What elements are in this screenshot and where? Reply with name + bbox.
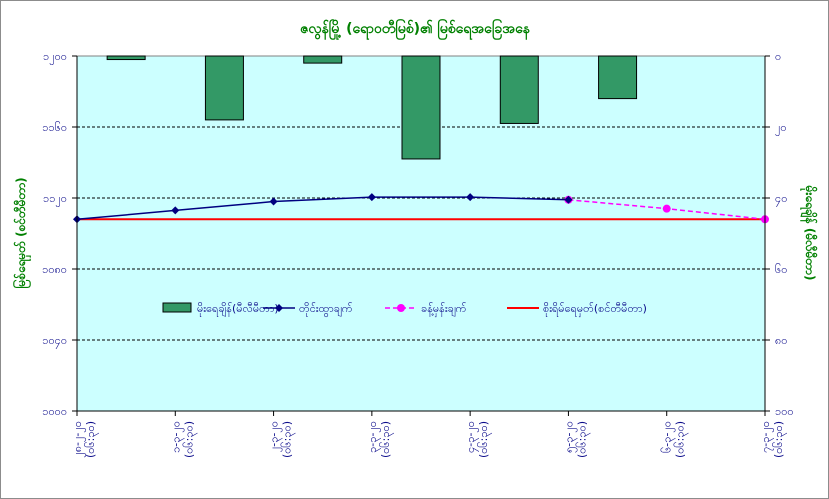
observed-point (466, 193, 475, 202)
x-tick-label: ၂၈-၂-၂၀ (၀၆:၃၀) (71, 421, 99, 458)
chart-title: ဇလွန်မြို့ (ရောဝတီမြစ်)၏ မြစ်ရေအခြေအနေ (300, 19, 531, 40)
rainfall-bar (204, 55, 244, 121)
right-tick-label: ၂၀ (775, 121, 787, 136)
right-tick-label: ၄၀ (775, 192, 787, 207)
observed-point (564, 195, 573, 204)
legend-label: စိုးရိမ်ရေမှတ်(စင်တီမီတာ) (543, 302, 647, 317)
legend-item: တိုင်းထွာချက် (263, 302, 353, 317)
legend-item: မိုးရေချိန်(မီလီမီတာ) (162, 302, 279, 317)
legend-item: ခန့်မှန်းချက် (385, 302, 467, 317)
x-tick-label: ၄-၃-၂၀ (၀၆:၃၀) (464, 421, 492, 458)
x-tick-time: (၀၆:၃၀) (674, 421, 689, 458)
rainfall-bar (106, 55, 146, 61)
x-tick-date: ၃-၃-၂၀ (366, 421, 381, 453)
right-tick-label: ၀ (775, 50, 781, 63)
left-tick-label: ၁၀၀၀ (42, 405, 67, 418)
x-tick-date: ၅-၃-၂၀ (562, 421, 577, 453)
x-tick-label: ၂-၃-၂၀ (၀၆:၃၀) (268, 421, 296, 458)
x-tick-date: ၆-၃-၂၀ (661, 421, 676, 453)
x-tick-time: (၀၆:၃၀) (575, 421, 590, 458)
line-series (73, 193, 769, 224)
x-tick-time: (၀၆:၃၀) (182, 421, 197, 458)
x-tick-date: ၂၈-၂-၂၀ (71, 421, 86, 458)
x-tick-date: ၇-၃-၂၀ (759, 421, 774, 453)
rainfall-bar (598, 55, 638, 100)
left-tick-label: ၁၀၈၀ (42, 263, 67, 276)
observed-line (76, 196, 569, 221)
legend-label: ခန့်မှန်းချက် (421, 302, 467, 317)
legend-marker (275, 304, 283, 312)
legend-label: မိုးရေချိန်(မီလီမီတာ) (197, 302, 279, 317)
x-tick-date: ၁-၃-၂၀ (169, 421, 184, 453)
x-tick-time: (၀၆:၃၀) (477, 421, 492, 458)
x-tick-label: ၆-၃-၂၀ (၀၆:၃၀) (661, 421, 689, 458)
right-tick-label: ၁၀၀ (775, 405, 794, 418)
x-tick-label: ၃-၃-၂၀ (၀၆:၃၀) (366, 421, 394, 458)
observed-point (171, 206, 180, 215)
right-tick-label: ၈၀ (775, 334, 787, 347)
left-tick-label: ၁၂၀၀ (43, 50, 67, 65)
left-axis-title: မြစ်ရေမှတ် (စင်တီမီတာ) (11, 177, 32, 288)
legend-item: စိုးရိမ်ရေမှတ်(စင်တီမီတာ) (507, 302, 647, 317)
right-axis-title: မိုးရေချိန် (မီလီမီတာ) (799, 185, 819, 281)
x-tick-time: (၀၆:၃၀) (84, 421, 99, 458)
legend-swatch (162, 302, 192, 313)
x-tick-time: (၀၆:၃၀) (281, 421, 296, 458)
rainfall-bar (401, 55, 441, 160)
observed-point (367, 193, 376, 202)
bar-series (106, 55, 638, 160)
left-tick-label: ၁၁၂၀ (43, 192, 67, 207)
x-tick-label: ၁-၃-၂၀ (၀၆:၃၀) (169, 421, 197, 458)
x-tick-time: (၀၆:၃၀) (772, 421, 787, 458)
x-tick-time: (၀၆:၃၀) (379, 421, 394, 458)
x-tick-label: ၇-၃-၂၀ (၀၆:၃၀) (759, 421, 787, 458)
x-tick-date: ၂-၃-၂၀ (268, 421, 283, 452)
legend-label: တိုင်းထွာချက် (299, 302, 353, 317)
x-tick-label: ၅-၃-၂၀ (၀၆:၃၀) (562, 421, 590, 458)
axes (72, 55, 770, 416)
rainfall-bar (499, 55, 539, 124)
forecast-point (662, 204, 671, 213)
x-tick-date: ၄-၃-၂၀ (464, 421, 479, 453)
left-tick-label: ၁၁၆၀ (42, 121, 67, 134)
rainfall-bar (303, 55, 343, 64)
legend-marker (397, 304, 405, 312)
left-axis-ticks: ၁၀၀၀ ၁၀၄၀ ၁၀၈၀ ၁၁၂၀ ၁၁၆၀ ၁၂၀၀ (42, 50, 67, 418)
left-tick-label: ၁၀၄၀ (42, 334, 67, 349)
x-axis-ticks: ၂၈-၂-၂၀ (၀၆:၃၀) ၁-၃-၂၀ (၀၆:၃၀) ၂-၃-၂၀ (၀၆:၃၀)… (71, 421, 787, 458)
right-tick-label: ၆၀ (775, 263, 787, 276)
legend: မိုးရေချိန်(မီလီမီတာ) တိုင်းထွာချက် ခန့်မှ… (162, 302, 647, 317)
observed-point (269, 197, 278, 206)
